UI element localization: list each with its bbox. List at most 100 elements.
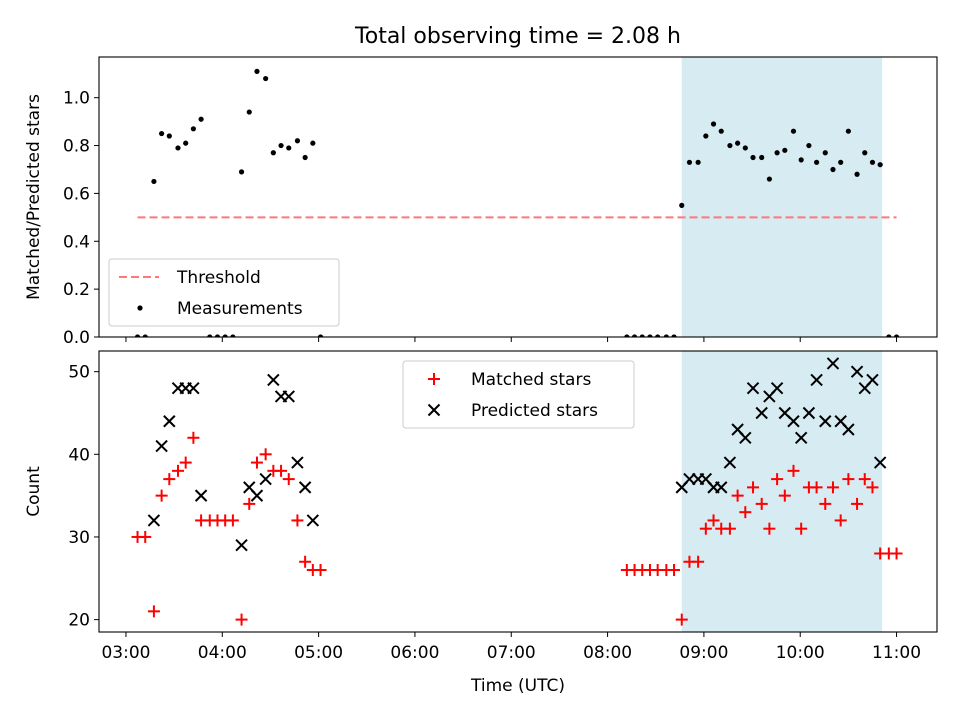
bottom-ylabel: Count <box>24 466 44 517</box>
bottom-legend: Matched stars Predicted stars <box>402 360 635 429</box>
measurement-point <box>854 171 860 177</box>
bottom-series-matched-stars <box>131 431 903 626</box>
top-ytick-label: 0.0 <box>63 328 90 348</box>
measurement-point <box>750 154 756 161</box>
predicted-star-marker <box>147 514 161 527</box>
matched-star-marker <box>668 564 681 577</box>
matched-star-marker <box>243 497 256 510</box>
top-series-measurements <box>134 68 900 337</box>
measurement-point <box>663 334 669 337</box>
predicted-star-marker <box>842 423 855 436</box>
legend-matched-swatch <box>428 373 440 385</box>
predicted-star-marker <box>826 357 840 370</box>
top-ytick-label: 0.4 <box>63 232 90 252</box>
predicted-star-marker <box>235 539 248 552</box>
top-ytick-label: 0.6 <box>63 184 90 204</box>
matched-star-marker <box>314 564 327 577</box>
top-plot-area <box>134 68 900 337</box>
matched-star-marker <box>834 514 847 527</box>
predicted-star-marker <box>715 481 728 494</box>
measurement-point <box>278 142 284 149</box>
matched-star-marker <box>226 514 239 527</box>
bottom-xtick-label: 06:00 <box>390 643 439 663</box>
predicted-star-marker <box>163 415 176 428</box>
chart-title: Total observing time = 2.08 h <box>354 24 681 49</box>
measurement-point <box>877 162 883 168</box>
matched-star-marker <box>187 431 200 444</box>
legend-predicted-swatch <box>427 403 441 417</box>
predicted-star-marker <box>802 406 816 420</box>
matched-star-marker <box>139 530 152 543</box>
matched-star-marker <box>810 481 823 494</box>
measurement-point <box>782 147 788 153</box>
measurement-point <box>813 159 820 165</box>
matched-star-marker <box>282 473 295 486</box>
measurement-point <box>302 154 308 161</box>
matched-star-marker <box>723 522 736 535</box>
measurement-point <box>830 166 836 173</box>
matched-star-marker <box>842 473 855 486</box>
matched-star-marker <box>692 555 705 568</box>
bottom-xtick-label: 03:00 <box>101 643 150 663</box>
measurement-point <box>790 128 797 134</box>
measurement-point <box>822 150 828 156</box>
measurement-point <box>222 334 228 337</box>
measurement-point <box>766 176 773 182</box>
matched-star-marker <box>171 464 184 477</box>
predicted-star-marker <box>194 489 208 502</box>
matched-star-marker <box>299 555 312 568</box>
measurement-point <box>893 334 900 337</box>
bottom-ytick-label: 50 <box>68 363 90 383</box>
measurement-point <box>647 334 653 337</box>
predicted-star-marker <box>155 439 168 453</box>
legend-measurements-swatch <box>137 305 143 311</box>
measurement-point <box>695 159 701 165</box>
matched-star-marker <box>739 506 752 519</box>
measurement-point <box>862 150 868 156</box>
legend-label: Threshold <box>176 268 261 288</box>
predicted-star-marker <box>787 415 800 428</box>
matched-star-marker <box>747 481 760 494</box>
predicted-star-marker <box>187 381 200 395</box>
predicted-star-marker <box>723 456 737 469</box>
measurement-point <box>671 334 677 337</box>
matched-star-marker <box>147 605 160 618</box>
measurement-point <box>838 159 844 165</box>
measurement-point <box>686 159 693 165</box>
measurement-point <box>142 334 148 337</box>
measurement-point <box>703 133 709 139</box>
matched-star-marker <box>155 489 168 502</box>
predicted-star-marker <box>250 489 264 502</box>
matched-star-marker <box>731 489 744 502</box>
measurement-point <box>845 128 851 134</box>
measurement-point <box>159 130 165 137</box>
matched-star-marker <box>707 514 720 527</box>
bottom-series-predicted-stars <box>147 357 887 552</box>
matched-star-marker <box>851 497 864 510</box>
predicted-star-marker <box>259 472 272 486</box>
top-observing-window-span <box>681 57 883 337</box>
bottom-xlabel: Time (UTC) <box>470 676 565 696</box>
legend-label: Matched stars <box>471 370 591 390</box>
legend-label: Measurements <box>177 299 303 319</box>
measurement-point <box>230 334 236 337</box>
measurement-point <box>759 154 765 161</box>
matched-star-marker <box>755 497 768 510</box>
matched-star-marker <box>795 522 808 535</box>
predicted-star-marker <box>770 381 784 395</box>
bottom-ytick-label: 20 <box>68 611 90 631</box>
matched-star-marker <box>291 514 304 527</box>
matched-star-marker <box>890 547 903 560</box>
measurement-point <box>190 126 196 132</box>
measurement-point <box>631 334 638 337</box>
bottom-observing-window-span <box>681 351 883 632</box>
measurement-point <box>742 145 748 151</box>
measurement-point <box>806 142 812 149</box>
measurement-point <box>727 142 733 149</box>
measurement-point <box>183 140 189 146</box>
matched-star-marker <box>763 522 776 535</box>
predicted-star-marker <box>794 431 808 444</box>
measurement-point <box>134 334 141 337</box>
measurement-point <box>214 334 221 337</box>
